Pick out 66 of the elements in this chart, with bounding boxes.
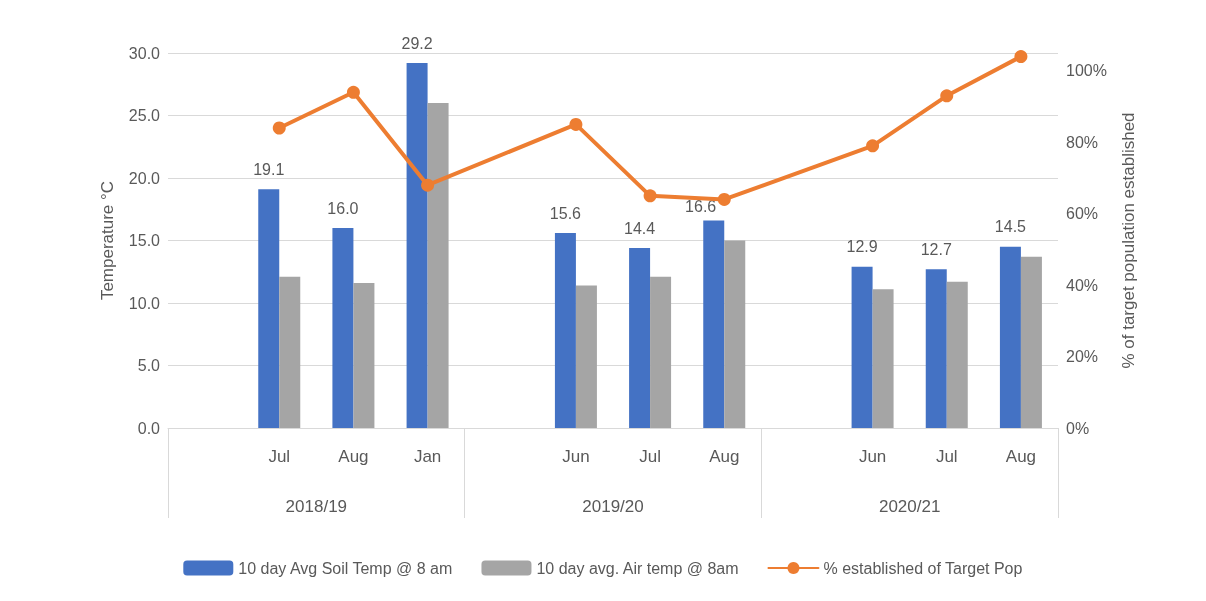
y-tick-label: 15.0 [128, 232, 161, 249]
data-label: 16.6 [685, 198, 717, 215]
y2-tick-label: 40% [1066, 276, 1099, 294]
bar [1020, 256, 1042, 428]
data-label: 12.9 [846, 238, 878, 256]
bar [353, 283, 375, 428]
y-tick-label: 30.0 [128, 44, 161, 62]
point [643, 189, 657, 203]
bar [575, 285, 597, 428]
point [940, 89, 954, 103]
legend-label: 10 day avg. Air temp @ 8am [536, 559, 739, 577]
bar [925, 269, 947, 428]
x-tick-label: Jun [858, 447, 887, 466]
bar [650, 276, 672, 428]
data-label: 12.7 [920, 240, 952, 258]
bar [946, 281, 968, 428]
point [1014, 50, 1028, 64]
bar [258, 189, 280, 428]
point [717, 192, 731, 206]
data-label: 16.0 [327, 199, 359, 217]
legend-label: % established of Target Pop [823, 559, 1023, 577]
data-label: 29.2 [401, 34, 433, 52]
x-tick-label: Jul [935, 447, 958, 466]
text: 2020/21 [878, 497, 941, 516]
bar [703, 220, 725, 428]
y2-axis-title: % of target population established [1119, 112, 1138, 369]
data-label: 14.4 [624, 219, 656, 237]
text: 2019/20 [582, 497, 644, 516]
data-label: 19.1 [253, 160, 285, 178]
y-tick-label: 20.0 [128, 169, 161, 187]
point [272, 121, 286, 135]
x-tick-label: Jan [413, 447, 442, 466]
text: 2018/19 [285, 497, 348, 516]
x-tick-label: Jul [268, 447, 291, 466]
x-tick-label: Aug [1005, 447, 1037, 466]
x-tick-label: Aug [709, 447, 740, 466]
bar [724, 240, 746, 428]
point [866, 139, 880, 153]
y2-tick-label: 60% [1066, 205, 1099, 223]
y2-tick-label: 0% [1066, 419, 1090, 437]
x-tick-label: Jul [639, 447, 661, 466]
bar [629, 248, 651, 428]
data-label: 15.6 [549, 204, 582, 222]
point [421, 178, 435, 192]
y-axis-title: Temperature °C [98, 180, 117, 301]
x-tick-label: Jun [562, 447, 590, 466]
y-tick-label: 0.0 [137, 419, 161, 437]
y-tick-label: 25.0 [128, 107, 161, 124]
legend-label: 10 day Avg Soil Temp @ 8 am [238, 559, 453, 577]
y-tick-label: 10.0 [128, 294, 161, 312]
point [569, 117, 583, 131]
bar [332, 228, 354, 428]
bar [851, 266, 873, 428]
bar [999, 246, 1021, 428]
bar [406, 63, 428, 428]
y2-tick-label: 20% [1066, 348, 1099, 366]
x-tick-label: Aug [338, 447, 369, 466]
point [346, 85, 360, 99]
bar [427, 103, 449, 428]
bar [279, 276, 301, 428]
y2-tick-label: 100% [1066, 62, 1107, 80]
y2-tick-label: 80% [1066, 133, 1099, 151]
bar [554, 233, 576, 428]
data-label: 14.5 [994, 218, 1027, 236]
y-tick-label: 5.0 [137, 357, 161, 374]
bar [872, 289, 894, 428]
